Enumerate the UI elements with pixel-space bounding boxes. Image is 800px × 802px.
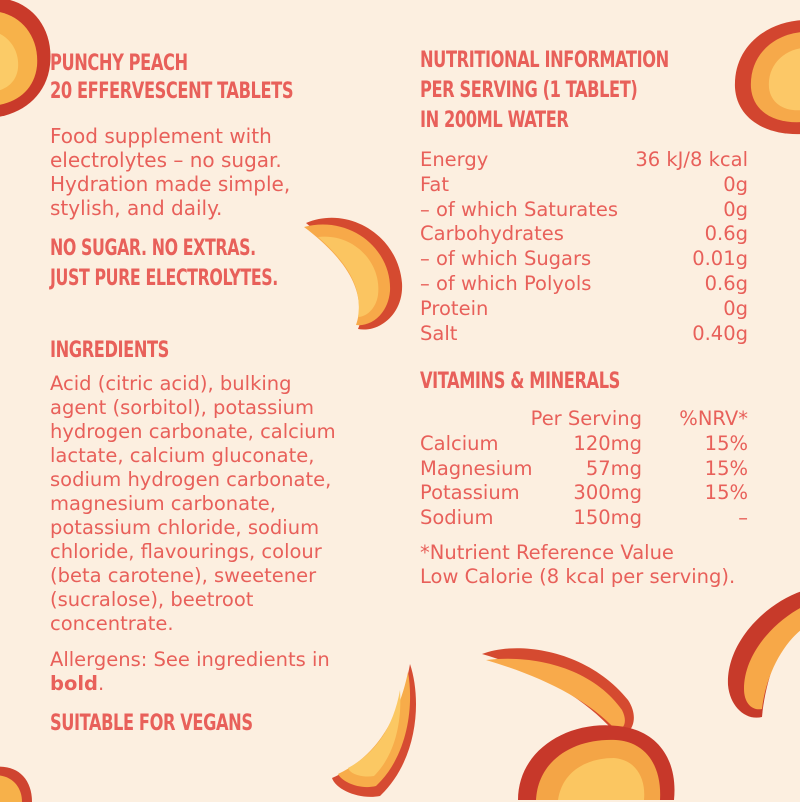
nutrition-row: Carbohydrates 0.6g <box>420 222 748 247</box>
tagline-line-1: NO SUGAR. NO EXTRAS. <box>50 236 256 261</box>
nutrition-label: – of which Polyols <box>420 271 592 295</box>
peach-slice-right-edge-image <box>727 591 800 718</box>
footnote-line-2: Low Calorie (8 kcal per serving). <box>420 565 736 588</box>
peach-slice-top-left-image <box>0 0 51 117</box>
nutrition-value: 0g <box>723 197 748 221</box>
nutrition-value: 36 kJ/8 kcal <box>635 148 748 171</box>
nutrition-label: – of which Sugars <box>420 247 592 271</box>
allergens-bold-word: bold <box>50 672 98 695</box>
nutrition-table: Energy 36 kJ/8 kcal Fat 0g – of which Sa… <box>420 148 748 346</box>
per-serving-column-header: Per Serving <box>530 407 642 430</box>
nutrition-label: Fat <box>420 172 450 196</box>
nutrition-value: 0.6g <box>704 271 748 295</box>
nrv-column-header: %NRV* <box>679 407 748 430</box>
nutrition-row: Fat 0g <box>420 173 748 198</box>
nutrition-heading-line-3: IN 200ML WATER <box>420 108 569 133</box>
product-tagline: NO SUGAR. NO EXTRAS. JUST PURE ELECTROLY… <box>50 234 278 294</box>
vitamins-heading: VITAMINS & MINERALS <box>420 369 620 394</box>
vitamin-name: Sodium <box>420 506 494 530</box>
nutrition-value: 0.6g <box>704 222 748 246</box>
vitamin-nrv: 15% <box>704 456 748 480</box>
vitamin-name: Potassium <box>420 481 520 505</box>
peach-slice-bottom-left-image <box>332 664 417 797</box>
peach-slice-top-right-image <box>734 20 800 135</box>
nutrition-heading-line-1: NUTRITIONAL INFORMATION <box>420 48 669 73</box>
vitamin-row: Sodium 150mg – <box>420 506 750 531</box>
product-title-line-2: 20 EFFERVESCENT TABLETS <box>50 79 294 104</box>
nutrition-row: – of which Sugars 0.01g <box>420 247 748 272</box>
ingredients-text: Acid (citric acid), bulking agent (sorbi… <box>50 372 336 635</box>
allergens-prefix: Allergens: See ingredients in <box>50 648 330 671</box>
nutrition-row: Energy 36 kJ/8 kcal <box>420 148 748 173</box>
nutrition-row: – of which Polyols 0.6g <box>420 272 748 297</box>
product-title: PUNCHY PEACH 20 EFFERVESCENT TABLETS <box>50 50 294 106</box>
nutrition-label: Carbohydrates <box>420 222 564 246</box>
nutrition-label: – of which Saturates <box>420 197 619 221</box>
allergens-suffix: . <box>98 672 105 695</box>
vegan-statement: SUITABLE FOR VEGANS <box>50 711 253 736</box>
vitamins-header-row: Per Serving %NRV* <box>420 407 750 432</box>
vitamins-table: Per Serving %NRV* Calcium 120mg 15% Magn… <box>420 407 750 531</box>
nutrition-value: 0g <box>723 172 748 196</box>
vitamin-row: Calcium 120mg 15% <box>420 432 750 457</box>
vitamin-row: Magnesium 57mg 15% <box>420 457 750 482</box>
nrv-footnote: *Nutrient Reference Value Low Calorie (8… <box>420 541 780 589</box>
vitamin-nrv: – <box>738 506 748 530</box>
nutrition-label: Salt <box>420 321 458 345</box>
vitamin-name: Calcium <box>420 431 499 455</box>
nutrition-heading-line-2: PER SERVING (1 TABLET) <box>420 78 638 103</box>
nutrition-row: Protein 0g <box>420 297 748 322</box>
tagline-line-2: JUST PURE ELECTROLYTES. <box>50 266 278 291</box>
nutrition-value: 0.01g <box>692 247 748 271</box>
nutrition-heading: NUTRITIONAL INFORMATION PER SERVING (1 T… <box>420 46 669 136</box>
ingredients-heading: INGREDIENTS <box>50 338 169 363</box>
nutrition-value: 0.40g <box>692 321 748 345</box>
vitamin-per-serving: 57mg <box>585 456 642 480</box>
vitamin-row: Potassium 300mg 15% <box>420 481 750 506</box>
nutrition-label: Protein <box>420 296 489 320</box>
peach-slice-bottom-corner-image <box>0 766 32 802</box>
vitamin-per-serving: 150mg <box>573 506 642 530</box>
vitamin-nrv: 15% <box>704 481 748 505</box>
peach-slice-bottom-right-image <box>482 648 675 800</box>
nutrition-row: Salt 0.40g <box>420 322 748 347</box>
vitamin-per-serving: 120mg <box>573 431 642 455</box>
nutrition-value: 0g <box>723 296 748 320</box>
vitamin-name: Magnesium <box>420 456 533 480</box>
allergens-note: Allergens: See ingredients in bold. <box>50 648 350 696</box>
product-title-line-1: PUNCHY PEACH <box>50 51 188 76</box>
footnote-line-1: *Nutrient Reference Value <box>420 541 674 564</box>
nutrition-row: – of which Saturates 0g <box>420 198 748 223</box>
vitamin-nrv: 15% <box>704 431 748 455</box>
vitamin-per-serving: 300mg <box>573 481 642 505</box>
product-description: Food supplement with electrolytes – no s… <box>50 124 291 220</box>
peach-slice-middle-image <box>304 217 403 330</box>
nutrition-label: Energy <box>420 148 489 171</box>
